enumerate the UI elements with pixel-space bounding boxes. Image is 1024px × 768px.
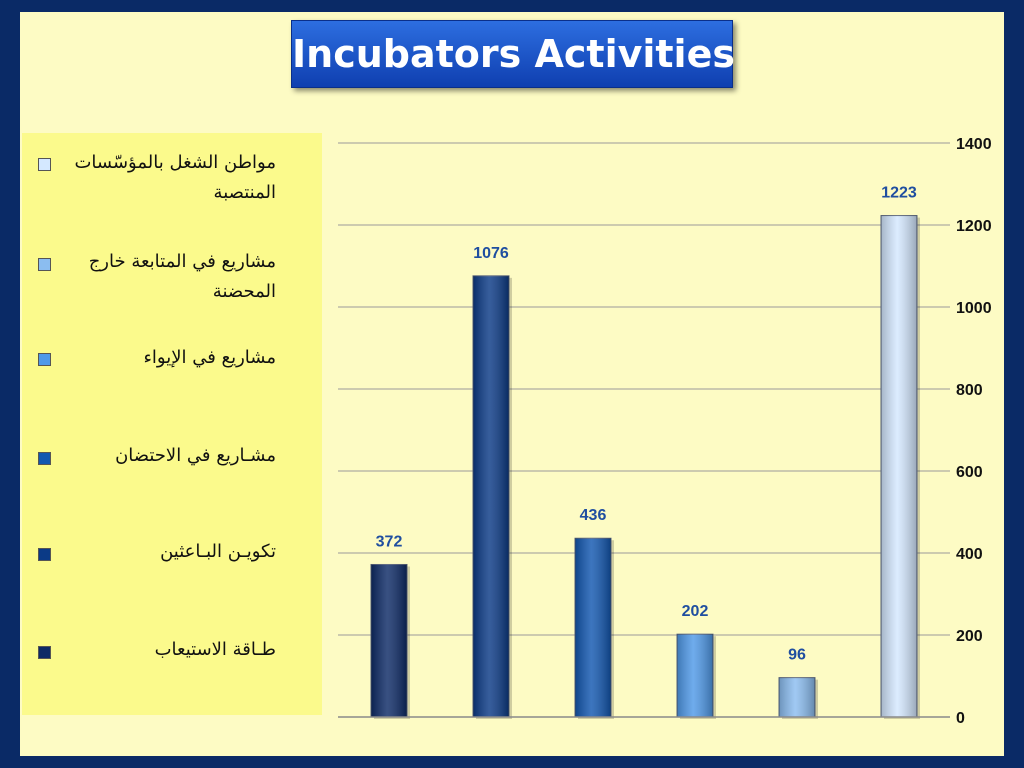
bar-shade-5 — [881, 215, 917, 717]
y-tick-label-3: 600 — [956, 464, 983, 481]
legend-swatch-4 — [38, 548, 51, 561]
data-label-5: 1223 — [881, 185, 917, 202]
legend-item-2: مشاريع في الإيواء — [143, 347, 276, 368]
data-label-2: 436 — [580, 507, 607, 524]
y-tick-label-2: 400 — [956, 546, 983, 563]
data-label-3: 202 — [682, 603, 709, 620]
y-tick-label-7: 1400 — [956, 136, 992, 153]
bar-shade-0 — [371, 564, 407, 717]
data-label-0: 372 — [376, 533, 403, 550]
bar-shade-3 — [677, 634, 713, 717]
legend-item-4: تكويـن البـاعثين — [160, 541, 276, 562]
y-tick-label-6: 1200 — [956, 218, 992, 235]
bar-shade-1 — [473, 275, 509, 717]
y-tick-label-1: 200 — [956, 628, 983, 645]
legend-item-1: مشاريع في المتابعة خارج المحضنة — [88, 251, 276, 302]
legend-swatch-0 — [38, 158, 51, 171]
bar-shade-2 — [575, 538, 611, 717]
legend-panel — [22, 133, 322, 715]
y-tick-label-4: 800 — [956, 382, 983, 399]
legend-item-5: طـاقة الاستيعاب — [154, 639, 276, 660]
data-label-4: 96 — [788, 647, 806, 664]
legend-item-0: مواطن الشغل بالمؤسّسات المنتصبة — [74, 152, 276, 203]
legend-swatch-5 — [38, 646, 51, 659]
legend-swatch-3 — [38, 452, 51, 465]
chart-title: Incubators Activities — [291, 20, 735, 88]
legend-item-3: مشـاريع في الاحتضان — [115, 445, 276, 466]
y-tick-label-5: 1000 — [956, 300, 992, 317]
bar-shade-4 — [779, 677, 815, 717]
legend-swatch-1 — [38, 258, 51, 271]
legend-swatch-2 — [38, 353, 51, 366]
data-label-1: 1076 — [473, 245, 509, 262]
y-tick-label-0: 0 — [956, 710, 965, 727]
